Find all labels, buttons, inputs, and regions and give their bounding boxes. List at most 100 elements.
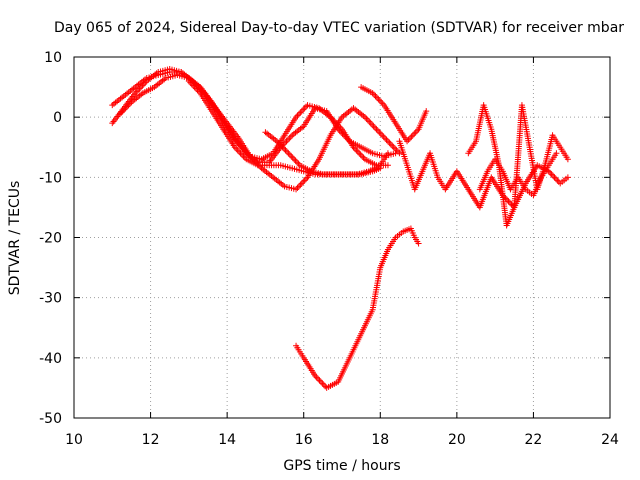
data-point	[386, 139, 393, 146]
chart-title: Day 065 of 2024, Sidereal Day-to-day VTE…	[54, 20, 624, 36]
data-point	[283, 148, 290, 155]
data-point	[387, 141, 394, 148]
y-tick-label: -10	[39, 170, 62, 186]
series-7	[358, 84, 430, 145]
data-point	[384, 162, 391, 169]
data-point	[287, 133, 294, 140]
data-point	[297, 109, 304, 116]
data-point	[552, 175, 559, 182]
data-point	[384, 138, 391, 145]
data-point	[316, 377, 323, 384]
data-point	[369, 121, 376, 128]
data-point	[303, 103, 310, 110]
data-point	[389, 142, 396, 149]
data-point	[372, 124, 379, 131]
data-point	[357, 151, 364, 158]
x-tick-label: 10	[65, 432, 83, 448]
grid	[74, 57, 610, 418]
series-4	[185, 78, 384, 178]
data-point	[408, 133, 415, 140]
x-tick-label: 18	[371, 432, 389, 448]
x-tick-labels: 10 12 14 16 18 20 22 24	[65, 432, 619, 448]
data-point	[292, 157, 299, 164]
data-point	[373, 126, 380, 133]
data-point	[300, 178, 307, 185]
y-tick-label: -30	[39, 291, 62, 307]
series-5	[262, 129, 391, 178]
data-point	[284, 136, 291, 143]
data-point	[294, 159, 301, 166]
data-point	[548, 171, 555, 178]
data-point	[554, 177, 561, 184]
x-tick-label: 24	[601, 432, 619, 448]
data-point	[423, 108, 430, 115]
data-point	[411, 130, 418, 137]
data-point	[367, 120, 374, 127]
data-point	[374, 127, 381, 134]
series-9	[465, 102, 571, 229]
series-6	[293, 225, 422, 391]
x-axis-label: GPS time / hours	[283, 458, 400, 474]
data-point	[373, 94, 380, 101]
x-tick-label: 16	[295, 432, 313, 448]
data-point	[285, 150, 292, 157]
data-point	[315, 375, 322, 382]
data-point	[370, 123, 377, 130]
data-point	[289, 154, 296, 161]
data-point	[366, 118, 373, 125]
x-tick-label: 14	[218, 432, 236, 448]
data-point	[322, 383, 329, 390]
axis-ticks	[73, 56, 611, 419]
y-tick-label: 10	[44, 50, 62, 66]
data-point	[286, 151, 293, 158]
data-point	[392, 150, 399, 157]
y-tick-labels: 10 0 -10 -20 -30 -40 -50	[39, 50, 62, 427]
data-point	[301, 177, 308, 184]
data-point	[291, 156, 298, 163]
data-point	[382, 135, 389, 142]
data-point	[319, 380, 326, 387]
data-point	[288, 153, 295, 160]
data-point	[412, 129, 419, 136]
data-point	[356, 150, 363, 157]
data-point	[317, 378, 324, 385]
data-point	[409, 132, 416, 139]
data-point	[353, 147, 360, 154]
x-tick-label: 12	[142, 432, 160, 448]
data-points	[109, 66, 571, 391]
y-tick-label: -20	[39, 231, 62, 247]
data-point	[376, 129, 383, 136]
data-point	[564, 174, 571, 181]
data-point	[377, 130, 384, 137]
data-point	[295, 111, 302, 118]
data-point	[294, 184, 301, 191]
data-point	[364, 117, 371, 124]
data-point	[380, 133, 387, 140]
data-point	[564, 156, 571, 163]
data-point	[372, 93, 379, 100]
data-point	[354, 148, 361, 155]
y-axis-label: SDTVAR / TECUs	[7, 181, 23, 296]
data-point	[286, 135, 293, 142]
data-point	[384, 150, 391, 157]
x-tick-label: 22	[525, 432, 543, 448]
data-point	[300, 106, 307, 113]
data-point	[297, 181, 304, 188]
y-tick-label: -50	[39, 411, 62, 427]
data-point	[406, 135, 413, 142]
data-point	[415, 240, 422, 247]
data-point	[550, 172, 557, 179]
data-point	[553, 150, 560, 157]
data-point	[295, 183, 302, 190]
data-point	[390, 144, 397, 151]
data-point	[136, 85, 143, 92]
data-point	[301, 105, 308, 112]
x-tick-label: 20	[448, 432, 466, 448]
data-point	[376, 97, 383, 104]
series-10	[476, 150, 560, 199]
y-tick-label: 0	[53, 110, 62, 126]
data-point	[383, 136, 390, 143]
data-point	[282, 147, 289, 154]
data-point	[359, 153, 366, 160]
